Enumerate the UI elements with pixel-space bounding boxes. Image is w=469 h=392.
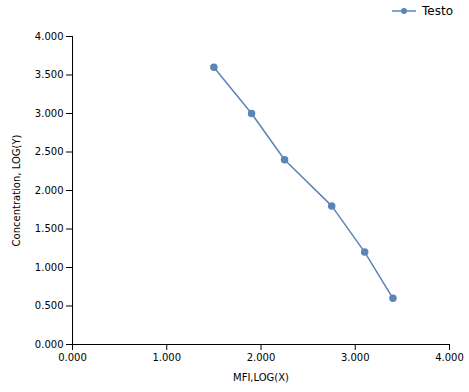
- svg-text:MFI,LOG(X): MFI,LOG(X): [233, 372, 289, 383]
- svg-text:0.000: 0.000: [35, 339, 64, 350]
- svg-text:3.500: 3.500: [35, 69, 64, 80]
- svg-text:2.500: 2.500: [35, 146, 64, 157]
- svg-text:1.500: 1.500: [35, 223, 64, 234]
- svg-text:3.000: 3.000: [35, 108, 64, 119]
- svg-text:1.000: 1.000: [152, 352, 181, 363]
- svg-text:2.000: 2.000: [35, 185, 64, 196]
- svg-text:4.000: 4.000: [435, 352, 464, 363]
- svg-text:0.000: 0.000: [58, 352, 87, 363]
- svg-text:4.000: 4.000: [35, 31, 64, 42]
- svg-text:0.500: 0.500: [35, 300, 64, 311]
- svg-text:3.000: 3.000: [341, 352, 370, 363]
- svg-text:Concentration, LOG(Y): Concentration, LOG(Y): [11, 134, 22, 246]
- svg-text:2.000: 2.000: [247, 352, 276, 363]
- html-text:Testo: Testo: [422, 4, 453, 18]
- svg-text:1.000: 1.000: [35, 262, 64, 273]
